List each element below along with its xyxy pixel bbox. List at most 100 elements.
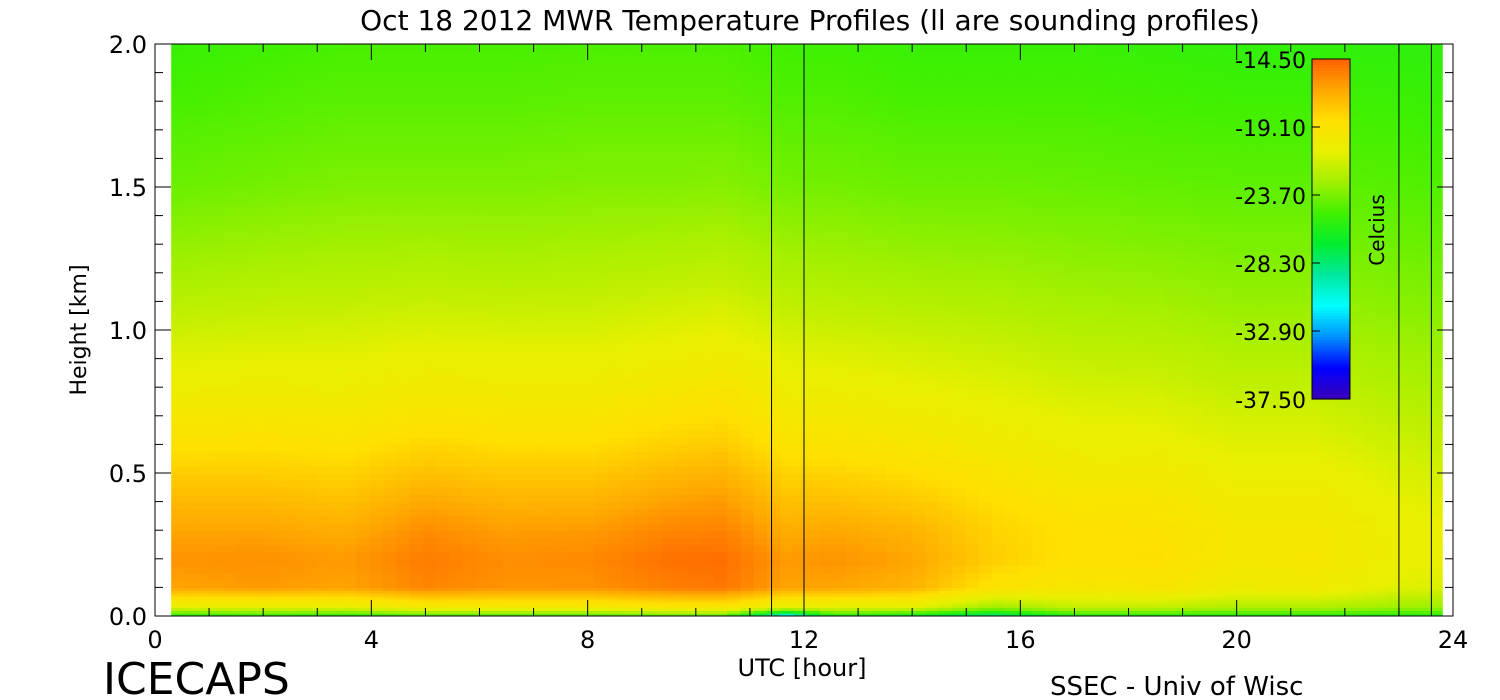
heatmap-cell bbox=[303, 430, 318, 438]
heatmap-cell bbox=[872, 172, 887, 181]
heatmap-cell bbox=[515, 401, 530, 410]
heatmap-cell bbox=[237, 79, 252, 88]
heatmap-cell bbox=[475, 237, 490, 245]
heatmap-cell bbox=[383, 598, 397, 603]
heatmap-cell bbox=[515, 294, 530, 302]
heatmap-cell bbox=[475, 573, 490, 581]
heatmap-cell bbox=[806, 458, 821, 467]
heatmap-cell bbox=[608, 79, 622, 88]
heatmap-cell bbox=[171, 487, 186, 496]
heatmap-cell bbox=[383, 415, 397, 424]
heatmap-cell bbox=[806, 607, 821, 611]
heatmap-cell bbox=[224, 593, 239, 597]
heatmap-cell bbox=[422, 593, 437, 597]
heatmap-cell bbox=[819, 101, 834, 109]
heatmap-cell bbox=[356, 544, 371, 553]
heatmap-cell bbox=[502, 94, 517, 102]
heatmap-cell bbox=[488, 65, 503, 74]
heatmap-cell bbox=[568, 444, 583, 453]
heatmap-cell bbox=[793, 508, 808, 517]
heatmap-cell bbox=[780, 422, 795, 431]
heatmap-cell bbox=[859, 365, 874, 374]
heatmap-cell bbox=[846, 508, 861, 517]
heatmap-cell bbox=[687, 194, 702, 202]
heatmap-cell bbox=[661, 610, 675, 614]
heatmap-cell bbox=[436, 215, 450, 224]
heatmap-cell bbox=[303, 201, 318, 210]
heatmap-cell bbox=[766, 387, 781, 395]
heatmap-cell bbox=[210, 444, 225, 453]
heatmap-cell bbox=[925, 444, 940, 453]
heatmap-cell bbox=[369, 358, 384, 367]
heatmap-cell bbox=[621, 573, 636, 581]
heatmap-cell bbox=[740, 279, 755, 288]
heatmap-cell bbox=[396, 330, 411, 338]
heatmap-cell bbox=[555, 94, 569, 102]
heatmap-cell bbox=[171, 215, 186, 224]
heatmap-cell bbox=[396, 465, 411, 474]
heatmap-cell bbox=[224, 201, 239, 210]
heatmap-cell bbox=[396, 515, 411, 524]
heatmap-cell bbox=[210, 613, 225, 616]
heatmap-cell bbox=[502, 301, 517, 310]
heatmap-cell bbox=[171, 165, 186, 174]
heatmap-cell bbox=[330, 473, 344, 481]
heatmap-cell bbox=[740, 473, 755, 481]
heatmap-cell bbox=[912, 315, 927, 324]
heatmap-cell bbox=[793, 65, 808, 74]
heatmap-cell bbox=[330, 201, 344, 210]
heatmap-cell bbox=[449, 244, 464, 252]
heatmap-cell bbox=[555, 480, 569, 488]
heatmap-cell bbox=[872, 237, 887, 245]
heatmap-cell bbox=[449, 537, 464, 546]
heatmap-cell bbox=[899, 108, 914, 117]
heatmap-cell bbox=[674, 330, 689, 338]
heatmap-cell bbox=[700, 337, 715, 345]
heatmap-cell bbox=[780, 523, 795, 531]
heatmap-cell bbox=[753, 258, 768, 267]
heatmap-cell bbox=[608, 172, 622, 181]
heatmap-cell bbox=[224, 380, 239, 388]
heatmap-cell bbox=[475, 530, 490, 538]
heatmap-cell bbox=[674, 607, 689, 611]
heatmap-cell bbox=[277, 387, 291, 395]
heatmap-cell bbox=[621, 222, 636, 231]
heatmap-cell bbox=[634, 301, 649, 310]
heatmap-cell bbox=[502, 551, 517, 560]
heatmap-cell bbox=[356, 308, 371, 317]
heatmap-cell bbox=[621, 537, 636, 546]
heatmap-cell bbox=[184, 301, 199, 310]
heatmap-cell bbox=[806, 365, 821, 374]
heatmap-cell bbox=[793, 337, 808, 345]
heatmap-cell bbox=[528, 501, 543, 510]
heatmap-cell bbox=[462, 604, 477, 609]
heatmap-cell bbox=[621, 86, 636, 95]
heatmap-cell bbox=[343, 590, 358, 594]
heatmap-cell bbox=[793, 144, 808, 152]
heatmap-cell bbox=[263, 251, 278, 260]
heatmap-cell bbox=[886, 172, 900, 181]
heatmap-cell bbox=[502, 487, 517, 496]
heatmap-cell bbox=[250, 94, 265, 102]
heatmap-cell bbox=[568, 94, 583, 102]
heatmap-cell bbox=[528, 72, 543, 81]
heatmap-cell bbox=[740, 380, 755, 388]
heatmap-cell bbox=[343, 151, 358, 159]
heatmap-cell bbox=[171, 351, 186, 360]
heatmap-cell bbox=[647, 330, 662, 338]
heatmap-cell bbox=[197, 595, 212, 600]
heatmap-cell bbox=[594, 179, 609, 188]
heatmap-cell bbox=[488, 44, 503, 52]
heatmap-cell bbox=[899, 79, 914, 88]
heatmap-cell bbox=[608, 287, 622, 295]
heatmap-cell bbox=[515, 458, 530, 467]
heatmap-cell bbox=[449, 294, 464, 302]
heatmap-cell bbox=[197, 258, 212, 267]
heatmap-cell bbox=[859, 330, 874, 338]
heatmap-cell bbox=[674, 151, 689, 159]
heatmap-cell bbox=[462, 415, 477, 424]
heatmap-cell bbox=[674, 544, 689, 553]
heatmap-cell bbox=[237, 501, 252, 510]
heatmap-cell bbox=[581, 451, 596, 460]
heatmap-cell bbox=[766, 122, 781, 131]
